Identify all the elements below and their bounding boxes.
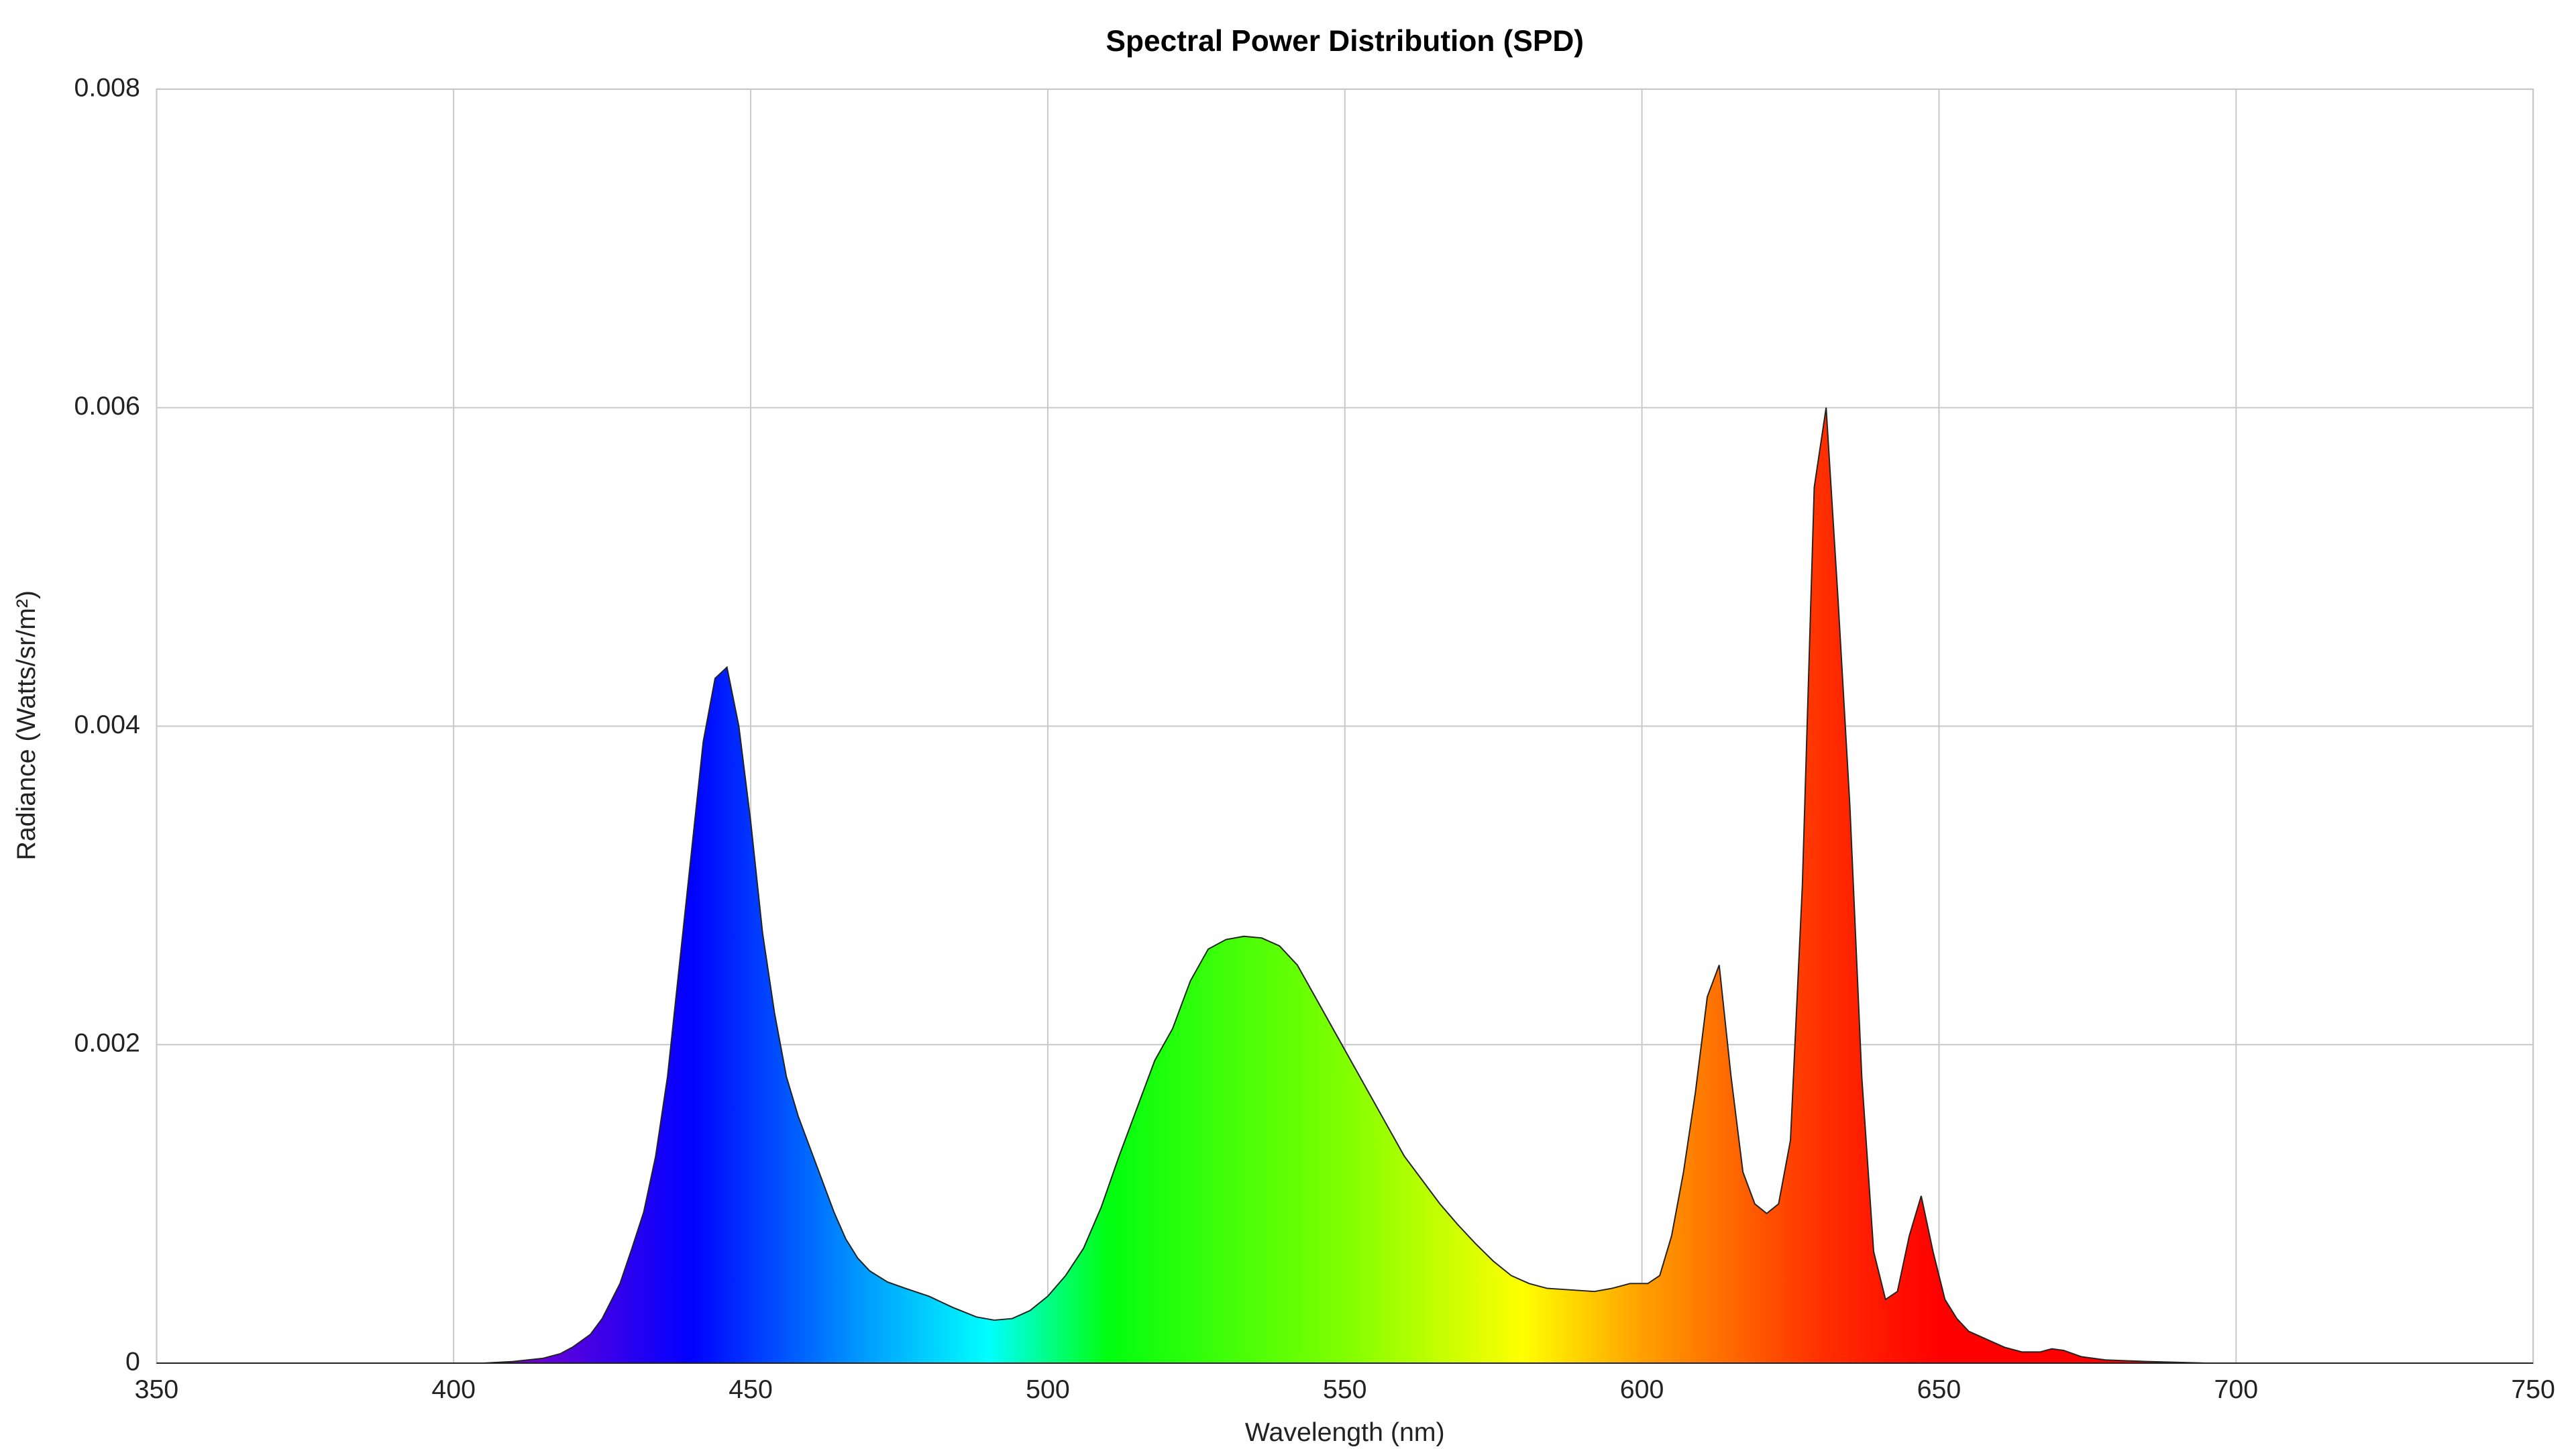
x-tick-label: 450 [729, 1375, 773, 1404]
y-tick-label: 0.006 [74, 391, 140, 421]
x-tick-label: 750 [2511, 1375, 2555, 1404]
x-tick-label: 550 [1323, 1375, 1367, 1404]
spectrum-area [156, 407, 2534, 1364]
y-tick-label: 0.004 [74, 710, 140, 739]
chart-title: Spectral Power Distribution (SPD) [1106, 25, 1585, 58]
x-tick-label: 700 [2214, 1375, 2258, 1404]
x-tick-label: 650 [1917, 1375, 1962, 1404]
y-tick-label: 0 [125, 1346, 140, 1376]
y-tick-label: 0.008 [74, 72, 140, 102]
x-tick-label: 600 [1620, 1375, 1664, 1404]
y-axis-label: Radiance (Watts/sr/m²) [11, 590, 41, 861]
x-tick-label: 350 [135, 1375, 179, 1404]
x-tick-label: 400 [431, 1375, 476, 1404]
y-tick-label: 0.002 [74, 1028, 140, 1058]
x-axis-label: Wavelength (nm) [1245, 1417, 1445, 1447]
x-tick-label: 500 [1026, 1375, 1070, 1404]
